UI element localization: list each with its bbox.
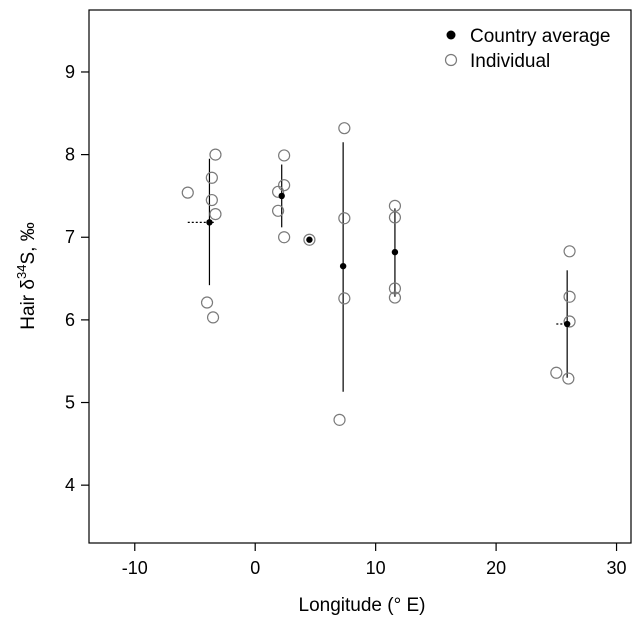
individual-point (200, 296, 214, 309)
individual-point (333, 413, 346, 426)
legend-label-individual: Individual (470, 51, 550, 72)
country-average-point (563, 320, 571, 328)
legend: Country average Individual (444, 26, 610, 72)
x-axis-label: Longitude (° E) (299, 595, 426, 616)
y-tick-label: 7 (65, 227, 75, 247)
country-average-point (206, 219, 213, 226)
individual-point (278, 149, 291, 162)
individual-point (278, 179, 291, 192)
individual-point (206, 311, 220, 324)
individual-point (563, 290, 576, 303)
individual-point (278, 231, 291, 244)
individual-point (205, 193, 218, 207)
y-tick-label: 8 (65, 145, 75, 165)
individual-point (271, 185, 285, 198)
x-tick-label: 0 (250, 558, 260, 578)
legend-marker-country-average (446, 30, 456, 40)
y-tick-label: 4 (65, 475, 75, 495)
legend-label-country-average: Country average (470, 26, 610, 47)
y-axis: 4 5 6 7 8 9 (65, 62, 89, 495)
y-tick-label: 9 (65, 62, 75, 82)
y-tick-label: 6 (65, 310, 75, 330)
x-tick-label: 20 (486, 558, 506, 578)
country-average-point (391, 248, 399, 256)
individual-point (181, 186, 194, 199)
plot-frame (88, 9, 632, 544)
individual-points (181, 122, 576, 426)
country-average-point (339, 262, 347, 270)
individual-point (388, 282, 402, 295)
y-axis-label-prefix: Hair δ (18, 279, 39, 330)
individual-point (562, 372, 575, 385)
individual-point (563, 245, 576, 258)
country-average-point (306, 236, 313, 243)
individual-point (303, 233, 316, 246)
x-axis: -10 0 10 20 30 (122, 543, 627, 578)
x-tick-label: 30 (607, 558, 627, 578)
individual-point (388, 291, 402, 304)
individual-point (205, 171, 218, 184)
individual-point (563, 315, 576, 328)
y-axis-label-superscript: 34 (14, 265, 29, 279)
individual-point (550, 366, 563, 379)
x-tick-label: 10 (366, 558, 386, 578)
individual-point (338, 212, 351, 225)
country-average-point (278, 192, 285, 200)
y-axis-label-suffix: S, ‰ (18, 222, 39, 264)
y-tick-label: 5 (65, 393, 75, 413)
x-tick-label: -10 (122, 558, 148, 578)
legend-marker-individual (444, 53, 458, 67)
error-bars (187, 142, 569, 392)
individual-point (271, 204, 285, 217)
country-average-points (206, 192, 571, 328)
individual-point (388, 211, 402, 224)
individual-point (338, 292, 351, 305)
individual-point (209, 148, 222, 161)
individual-point (338, 122, 351, 135)
individual-point (209, 208, 222, 221)
y-axis-label: Hair δ34S, ‰ (14, 222, 39, 329)
